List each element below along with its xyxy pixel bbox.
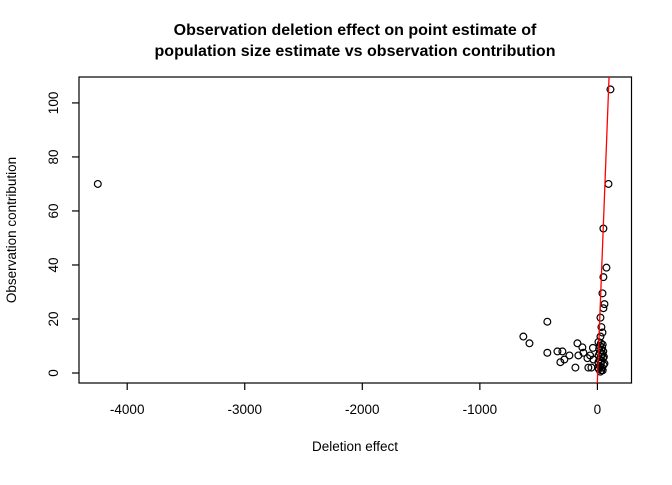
data-point [93,179,102,188]
data-point [579,348,588,357]
data-point [573,339,582,348]
data-point [598,366,607,375]
data-point [543,348,552,357]
data-point [602,263,611,272]
x-axis-tick-label: -1000 [463,402,498,417]
x-axis-title: Deletion effect [312,439,398,454]
plot-frame [78,76,633,384]
y-axis-tick-label: 0 [46,369,61,377]
data-point [600,300,609,309]
x-axis-tick-label: 0 [594,402,602,417]
data-point [604,179,613,188]
x-axis-tick-label: -4000 [110,402,145,417]
chart-generated-layer: -4000 -3000 -2000 -1000 0 0 20 40 60 80 100 [46,76,633,417]
y-axis-tick-label: 60 [46,203,61,218]
data-point [606,85,615,94]
y-axis-tick-label: 100 [46,92,61,115]
data-point [556,358,565,367]
y-axis-tick-label: 80 [46,149,61,164]
data-point [543,317,552,326]
fit-line [596,76,610,384]
data-point [565,351,574,360]
data-point [558,347,567,356]
data-point [584,363,593,372]
data-point [525,339,534,348]
x-axis-tick-label: -3000 [227,402,262,417]
data-point [578,343,587,352]
y-axis-tick-label: 40 [46,257,61,272]
x-axis-tick-label: -2000 [345,402,380,417]
data-point [560,355,569,364]
y-axis-title: Observation contribution [4,157,19,303]
data-point [553,347,562,356]
data-point [599,273,608,282]
data-point [598,289,607,298]
data-point [519,332,528,341]
chart-title-line2: population size estimate vs observation … [155,43,556,60]
chart-title-line1: Observation deletion effect on point est… [174,22,537,39]
data-point [597,323,606,332]
data-point [571,363,580,372]
y-axis-tick-label: 20 [46,311,61,326]
